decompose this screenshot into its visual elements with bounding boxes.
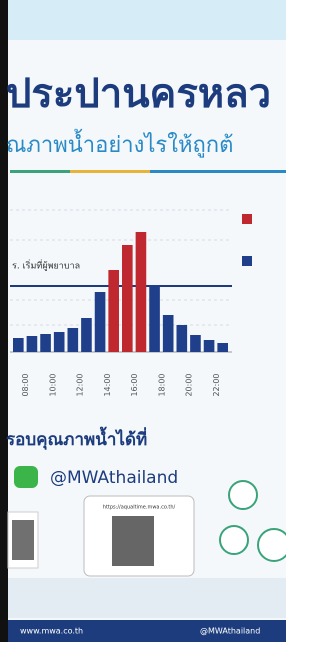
subtitle: ณภาพน้ำอย่างไรให้ถูกต้ <box>6 129 233 158</box>
legend-swatch <box>242 214 252 224</box>
icon <box>229 481 257 509</box>
bar <box>122 245 133 352</box>
line-handle: @MWAthailand <box>50 468 178 488</box>
footer-site: www.mwa.co.th <box>20 627 83 636</box>
bar <box>108 270 119 352</box>
x-tick-label: 10:00 <box>48 373 57 396</box>
top-band <box>0 0 286 40</box>
bar <box>81 318 92 352</box>
x-tick-label: 18:00 <box>157 373 166 396</box>
underline <box>150 170 286 173</box>
url: https://aqualtime.mwa.co.th/ <box>103 505 176 511</box>
contact-heading: รอบคุณภาพน้ำได้ที่ <box>6 426 147 450</box>
bar <box>177 325 188 352</box>
x-tick-label: 08:00 <box>21 373 30 396</box>
x-tick-label: 20:00 <box>185 373 194 396</box>
qr-pattern <box>112 516 154 566</box>
bar <box>68 328 79 352</box>
x-tick-label: 16:00 <box>130 373 139 396</box>
legend-swatch <box>242 256 252 266</box>
bar <box>95 292 106 352</box>
bar <box>149 285 160 352</box>
page: ประปานครหลว ณภาพน้ำอย่างไรให้ถูกต้ ร. เร… <box>0 0 286 642</box>
bar <box>217 343 228 352</box>
bar <box>13 338 24 352</box>
icon <box>258 529 286 561</box>
infographic: ประปานครหลว ณภาพน้ำอย่างไรให้ถูกต้ ร. เร… <box>0 0 286 642</box>
bar <box>204 340 215 352</box>
line-icon <box>14 466 38 488</box>
bar <box>163 315 174 352</box>
bar <box>40 334 51 352</box>
x-tick-label: 12:00 <box>76 373 85 396</box>
underline <box>70 170 150 173</box>
x-tick-label: 22:00 <box>212 373 221 396</box>
bar <box>27 336 38 352</box>
underline <box>10 170 70 173</box>
bar <box>190 335 201 352</box>
qr-pattern <box>12 520 34 560</box>
icon <box>220 526 248 554</box>
footer-handle: @MWAthailand <box>200 627 260 636</box>
bar <box>54 332 65 352</box>
bar <box>136 232 147 352</box>
skyline <box>8 578 286 618</box>
x-tick-label: 14:00 <box>103 373 112 396</box>
title: ประปานครหลว <box>6 71 271 117</box>
